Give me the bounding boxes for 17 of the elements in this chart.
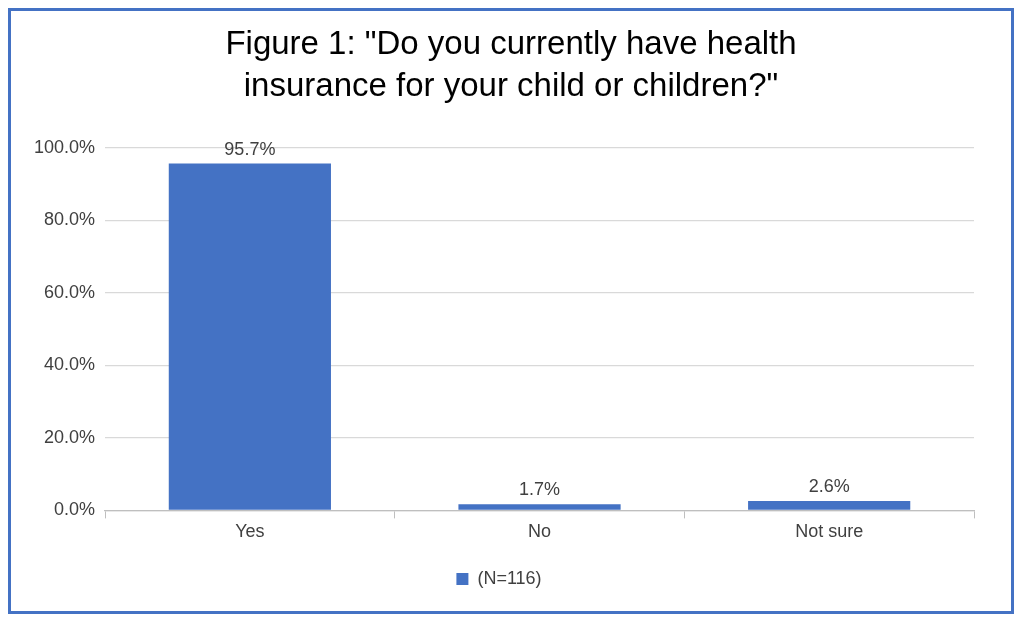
bar [168, 163, 331, 510]
data-label: 2.6% [808, 475, 850, 496]
legend-label: (N=116) [477, 567, 542, 588]
y-tick-label: 20.0% [44, 426, 96, 447]
bar [748, 500, 911, 510]
chart-title: Figure 1: "Do you currently have health insurance for your child or children?" [224, 23, 798, 105]
bar [458, 504, 621, 510]
y-tick-label: 100.0% [33, 136, 96, 157]
y-tick-label: 80.0% [44, 209, 96, 230]
x-tick-label: Yes [235, 521, 265, 542]
data-label: 1.7% [519, 479, 561, 500]
y-tick-label: 60.0% [44, 281, 96, 302]
y-tick-label: 40.0% [44, 354, 96, 375]
x-tick-label: Not sure [795, 521, 864, 542]
data-label: 95.7% [224, 138, 276, 159]
y-tick-label: 0.0% [54, 499, 96, 520]
x-tick-label: No [528, 521, 552, 542]
